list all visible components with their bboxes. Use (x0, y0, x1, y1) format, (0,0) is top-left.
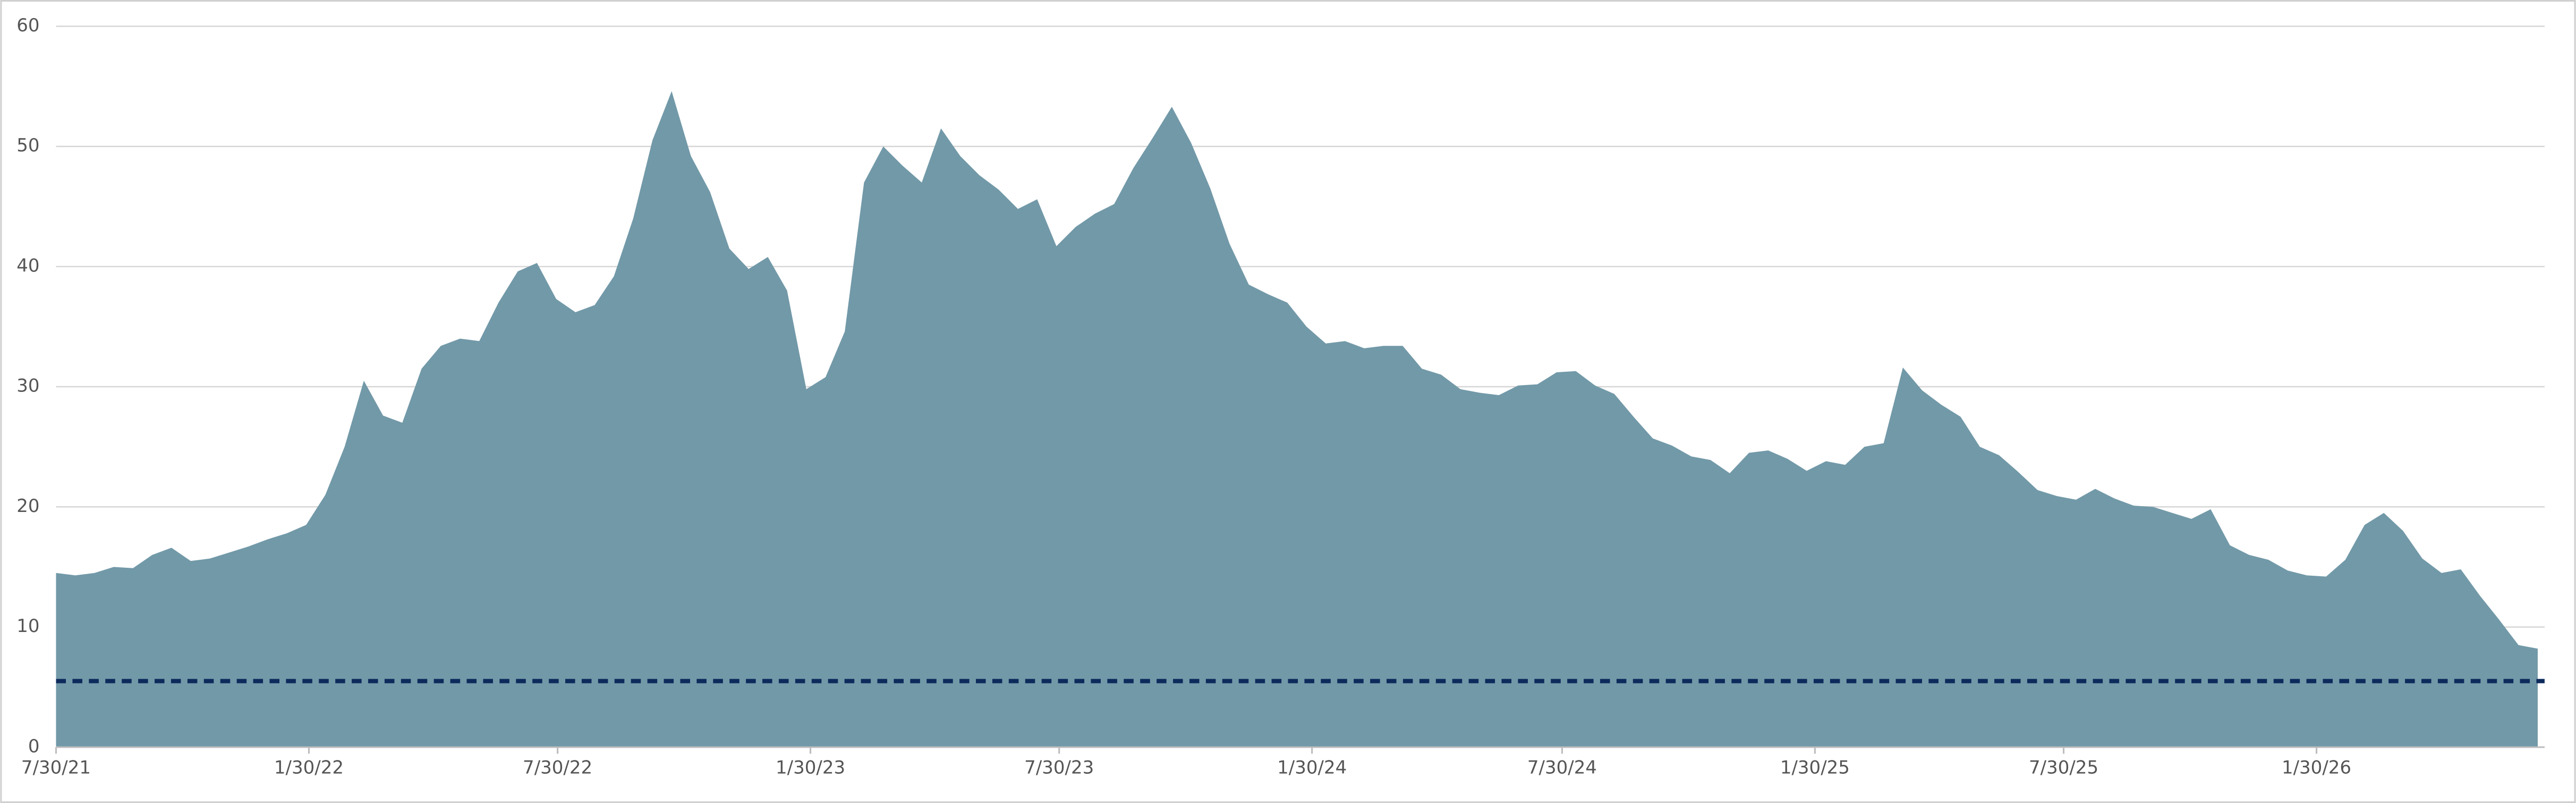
y-tick-label: 30 (16, 375, 39, 397)
x-tick-label: 7/30/23 (1024, 757, 1094, 779)
y-tick-label: 50 (16, 135, 39, 156)
x-tick-label: 7/30/21 (21, 757, 91, 779)
y-tick-label: 10 (16, 616, 39, 637)
x-tick-label: 7/30/25 (2029, 757, 2098, 779)
x-tick-label: 1/30/26 (2282, 757, 2351, 779)
x-tick-label: 7/30/24 (1527, 757, 1597, 779)
x-tick-label: 7/30/22 (523, 757, 592, 779)
x-tick-label: 1/30/23 (776, 757, 845, 779)
y-tick-label: 20 (16, 496, 39, 517)
x-tick-label: 1/30/25 (1780, 757, 1850, 779)
y-tick-label: 0 (28, 736, 40, 757)
x-tick-label: 1/30/22 (274, 757, 344, 779)
x-tick-label: 1/30/24 (1277, 757, 1347, 779)
y-tick-label: 60 (16, 15, 39, 36)
area (56, 91, 2538, 747)
y-tick-label: 40 (16, 255, 39, 276)
